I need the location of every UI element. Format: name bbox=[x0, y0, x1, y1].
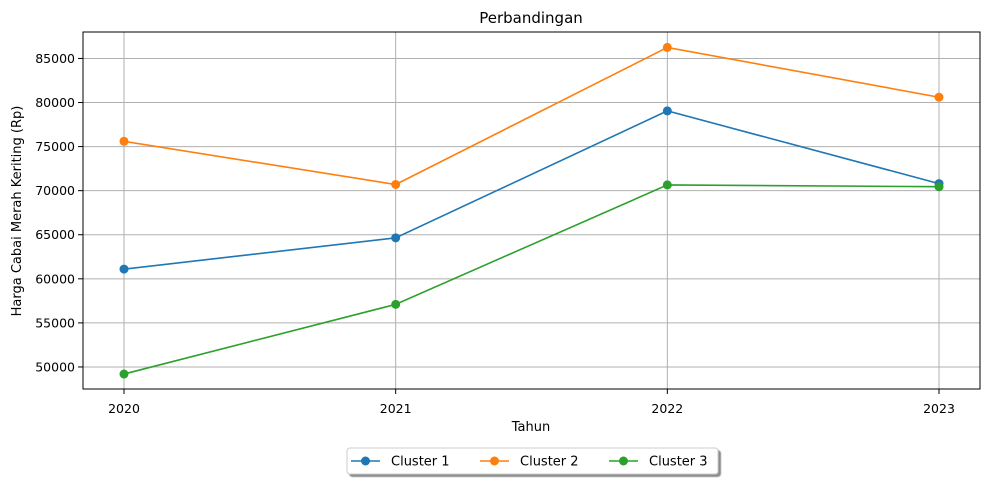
legend-box bbox=[346, 447, 719, 475]
y-tick-label: 50000 bbox=[35, 359, 75, 374]
x-axis-label: Tahun bbox=[511, 420, 550, 435]
y-tick-label: 65000 bbox=[35, 227, 75, 242]
data-point bbox=[119, 369, 129, 379]
y-tick-label: 75000 bbox=[35, 139, 75, 154]
series-line bbox=[123, 110, 940, 270]
data-point bbox=[391, 179, 401, 189]
legend: Cluster 1 Cluster 2 Cluster 3 bbox=[346, 447, 719, 475]
x-tick-label: 2021 bbox=[380, 401, 412, 416]
legend-item: Cluster 2 bbox=[480, 455, 579, 470]
x-axis: 2020 2021 2022 2023 bbox=[108, 389, 955, 416]
legend-label: Cluster 3 bbox=[649, 455, 708, 470]
legend-label: Cluster 1 bbox=[391, 455, 450, 470]
legend-marker bbox=[490, 456, 499, 466]
series-line bbox=[123, 46, 940, 186]
data-point bbox=[934, 182, 944, 192]
legend-marker bbox=[619, 456, 628, 466]
series-3 bbox=[119, 180, 944, 379]
series-line bbox=[123, 184, 940, 375]
x-tick-label: 2023 bbox=[923, 401, 955, 416]
data-point bbox=[119, 264, 129, 274]
legend-label: Cluster 2 bbox=[520, 455, 579, 470]
y-tick-label: 70000 bbox=[35, 183, 75, 198]
data-point bbox=[391, 233, 401, 243]
data-point bbox=[391, 299, 401, 309]
data-point bbox=[934, 92, 944, 102]
x-tick-label: 2020 bbox=[108, 401, 140, 416]
y-tick-label: 60000 bbox=[35, 271, 75, 286]
y-tick-label: 80000 bbox=[35, 95, 75, 110]
legend-item: Cluster 3 bbox=[609, 455, 708, 470]
grid-lines bbox=[83, 32, 980, 389]
y-axis: 50000 55000 60000 65000 70000 75000 80000 85000 bbox=[35, 51, 83, 374]
data-point bbox=[119, 136, 129, 146]
chart-title: Perbandingan bbox=[479, 9, 583, 27]
data-point bbox=[662, 42, 672, 52]
y-tick-label: 55000 bbox=[35, 315, 75, 330]
y-tick-label: 85000 bbox=[35, 51, 75, 66]
series-1 bbox=[119, 106, 944, 274]
legend-item: Cluster 1 bbox=[351, 455, 450, 470]
data-point bbox=[662, 180, 672, 190]
legend-marker bbox=[361, 456, 370, 466]
x-tick-label: 2022 bbox=[651, 401, 683, 416]
plot-area-frame bbox=[82, 31, 981, 390]
series-2 bbox=[119, 42, 944, 189]
data-point bbox=[662, 106, 672, 116]
y-axis-label: Harga Cabai Merah Keriting (Rp) bbox=[10, 106, 25, 317]
series-layer bbox=[119, 42, 944, 379]
